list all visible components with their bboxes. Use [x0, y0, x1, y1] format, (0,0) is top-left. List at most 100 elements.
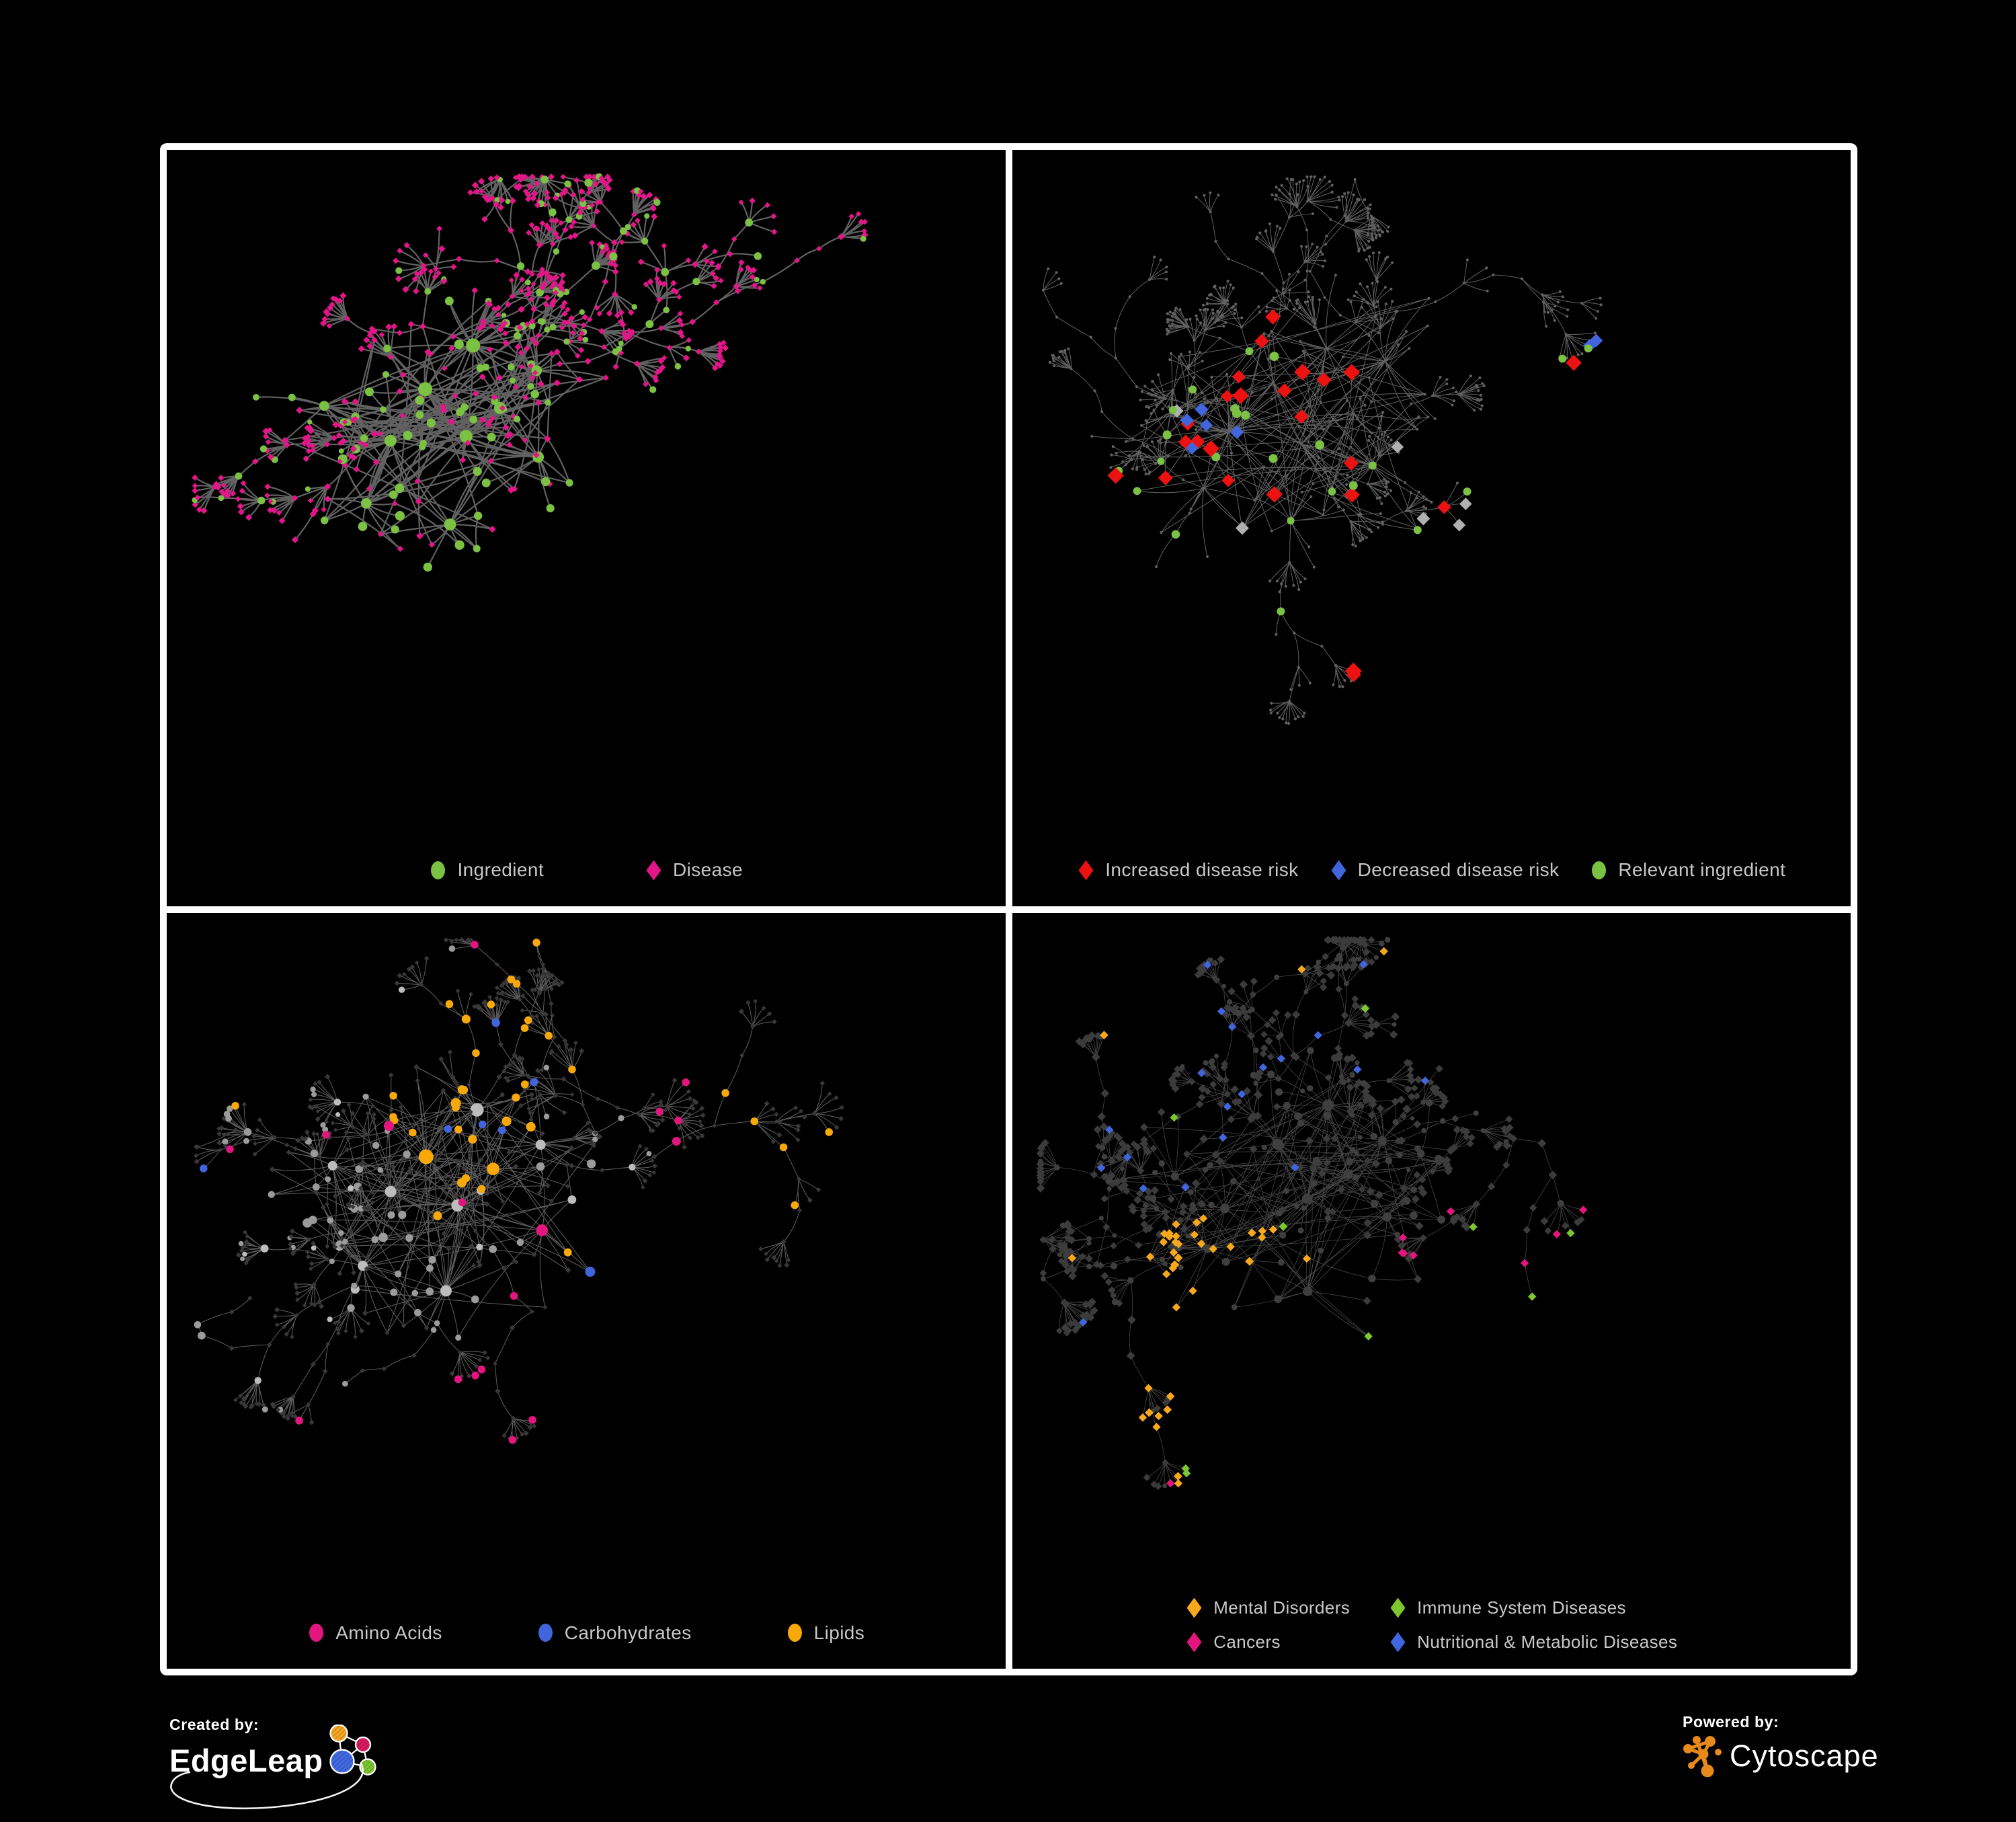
graph-node [624, 223, 631, 231]
graph-node [1273, 1102, 1281, 1111]
graph-node [1409, 491, 1412, 494]
graph-node [1318, 177, 1322, 182]
graph-node [532, 340, 540, 347]
graph-node [472, 390, 479, 397]
graph-node [827, 1091, 832, 1096]
graph-node [524, 291, 531, 298]
graph-node [1527, 1292, 1536, 1301]
graph-node [444, 1124, 452, 1133]
graph-node [307, 420, 313, 425]
graph-node [557, 360, 563, 367]
graph-node [311, 1302, 317, 1308]
graph-node [1284, 584, 1287, 588]
graph-node [1082, 1310, 1091, 1319]
graph-node [1379, 317, 1383, 321]
graph-node [1220, 1060, 1229, 1068]
graph-node [1188, 317, 1192, 321]
graph-node [1247, 1228, 1256, 1237]
graph-node [351, 454, 358, 461]
graph-node [1180, 1183, 1190, 1191]
graph-node [1203, 1087, 1211, 1095]
graph-node [1311, 482, 1314, 485]
graph-node [1379, 415, 1383, 418]
graph-node [1366, 214, 1369, 217]
graph-node [270, 1401, 276, 1407]
graph-node [347, 1304, 355, 1312]
graph-node [358, 522, 368, 531]
legend-label: Increased disease risk [1105, 859, 1299, 880]
graph-node [1123, 1187, 1130, 1195]
graph-node [1537, 1138, 1546, 1148]
graph-node [310, 447, 316, 453]
graph-node [307, 1236, 312, 1242]
graph-node [1359, 512, 1363, 516]
graph-node [268, 498, 274, 504]
graph-node [1318, 298, 1321, 301]
graph-node [1407, 347, 1410, 350]
graph-node [413, 288, 419, 294]
graph-node [1265, 305, 1268, 309]
graph-node [1323, 471, 1326, 474]
graph-node [609, 252, 618, 261]
graph-node [1363, 1230, 1371, 1239]
graph-node [692, 278, 700, 286]
graph-node [243, 1127, 252, 1136]
graph-node [396, 387, 403, 395]
graph-node [1404, 509, 1408, 512]
graph-node [1348, 481, 1358, 490]
graph-node [1143, 468, 1146, 471]
graph-node [260, 1244, 269, 1253]
graph-node [633, 360, 641, 367]
graph-node [325, 1341, 331, 1347]
graph-node [602, 374, 609, 381]
graph-node [267, 506, 274, 514]
graph-node [1539, 1216, 1549, 1225]
graph-node [454, 1158, 460, 1164]
graph-node [1065, 1226, 1074, 1235]
graph-node [1472, 1199, 1480, 1208]
graph-node [522, 188, 529, 194]
graph-node [531, 1251, 537, 1257]
graph-node [1170, 1237, 1180, 1246]
graph-node [1336, 1185, 1345, 1193]
graph-node [530, 1014, 536, 1020]
graph-node [493, 1361, 497, 1366]
graph-node [1362, 1031, 1371, 1039]
graph-node [786, 1257, 791, 1263]
graph-node [1197, 1239, 1205, 1248]
graph-node [1296, 1162, 1304, 1171]
graph-node [229, 1309, 235, 1314]
graph-node [1439, 1117, 1446, 1123]
graph-node [658, 1102, 664, 1107]
graph-node [1269, 701, 1273, 705]
graph-node [512, 1093, 520, 1102]
graph-node [243, 1138, 249, 1144]
graph-node [528, 322, 536, 329]
graph-node [455, 988, 460, 993]
graph-node [327, 1316, 333, 1322]
graph-node [366, 1320, 371, 1326]
graph-node [536, 1224, 549, 1236]
graph-node [1201, 359, 1204, 363]
graph-node [461, 1165, 467, 1171]
graph-node [661, 243, 668, 249]
legend-item-disease-classes-2: Cancers [1185, 1630, 1350, 1654]
graph-node [1222, 1076, 1229, 1083]
graph-node [388, 1072, 394, 1078]
graph-node [509, 293, 516, 300]
graph-node [536, 1189, 542, 1195]
graph-node [1127, 454, 1131, 457]
graph-node [1564, 333, 1568, 336]
graph-node [305, 438, 312, 444]
graph-node [245, 1234, 250, 1238]
graph-node [1264, 1036, 1273, 1045]
graph-node [306, 1402, 311, 1407]
graph-node [1143, 1473, 1150, 1481]
graph-node [1565, 315, 1568, 318]
graph-node [532, 938, 540, 947]
graph-node [1058, 350, 1061, 354]
graph-node [1279, 582, 1283, 586]
graph-node [797, 1207, 803, 1213]
graph-node [346, 1136, 351, 1141]
graph-node [1150, 1185, 1159, 1195]
